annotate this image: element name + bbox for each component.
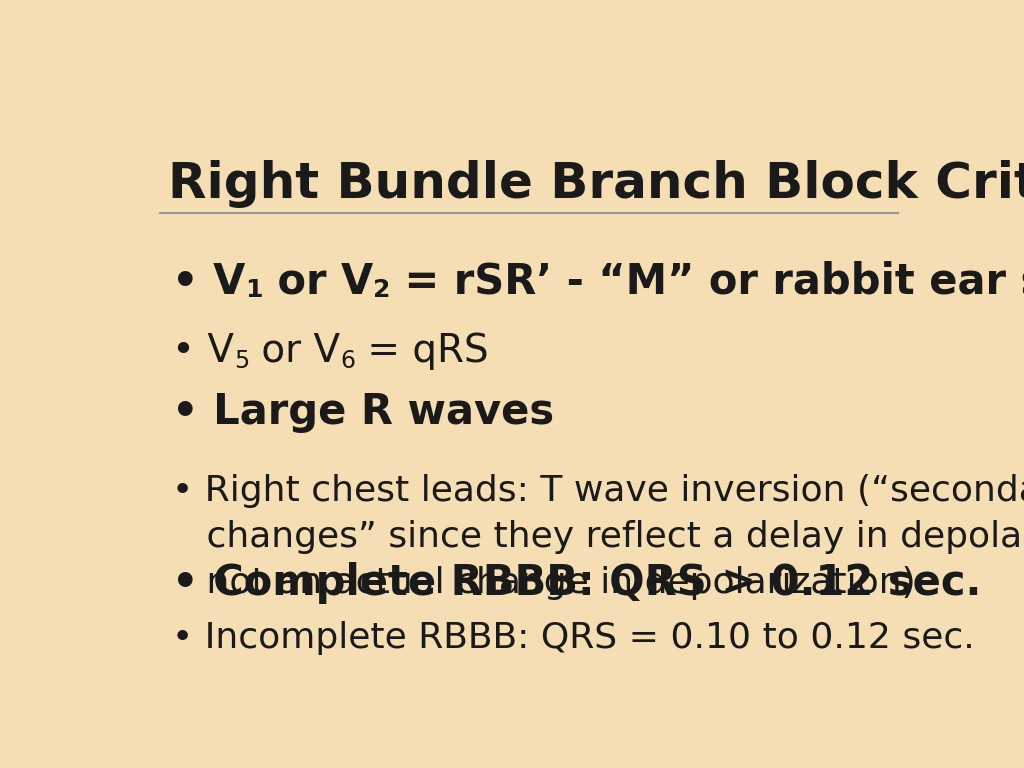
Text: • V: • V — [172, 332, 233, 369]
Text: • V: • V — [172, 260, 245, 303]
Text: • Large R waves: • Large R waves — [172, 391, 554, 433]
Text: • Incomplete RBBB: QRS = 0.10 to 0.12 sec.: • Incomplete RBBB: QRS = 0.10 to 0.12 se… — [172, 621, 975, 655]
Text: Right Bundle Branch Block Criteria: Right Bundle Branch Block Criteria — [168, 161, 1024, 208]
Text: or V: or V — [262, 260, 373, 303]
Text: 5: 5 — [233, 349, 249, 373]
Text: 2: 2 — [373, 279, 390, 303]
Text: 1: 1 — [245, 279, 262, 303]
Text: or V: or V — [249, 332, 340, 369]
Text: • Complete RBBB: QRS > 0.12 sec.: • Complete RBBB: QRS > 0.12 sec. — [172, 562, 981, 604]
Text: = rSR’ - “M” or rabbit ear shape: = rSR’ - “M” or rabbit ear shape — [390, 260, 1024, 303]
Text: = qRS: = qRS — [355, 332, 488, 369]
Text: 6: 6 — [340, 349, 355, 373]
Text: • Right chest leads: T wave inversion (“secondary
   changes” since they reflect: • Right chest leads: T wave inversion (“… — [172, 474, 1024, 600]
